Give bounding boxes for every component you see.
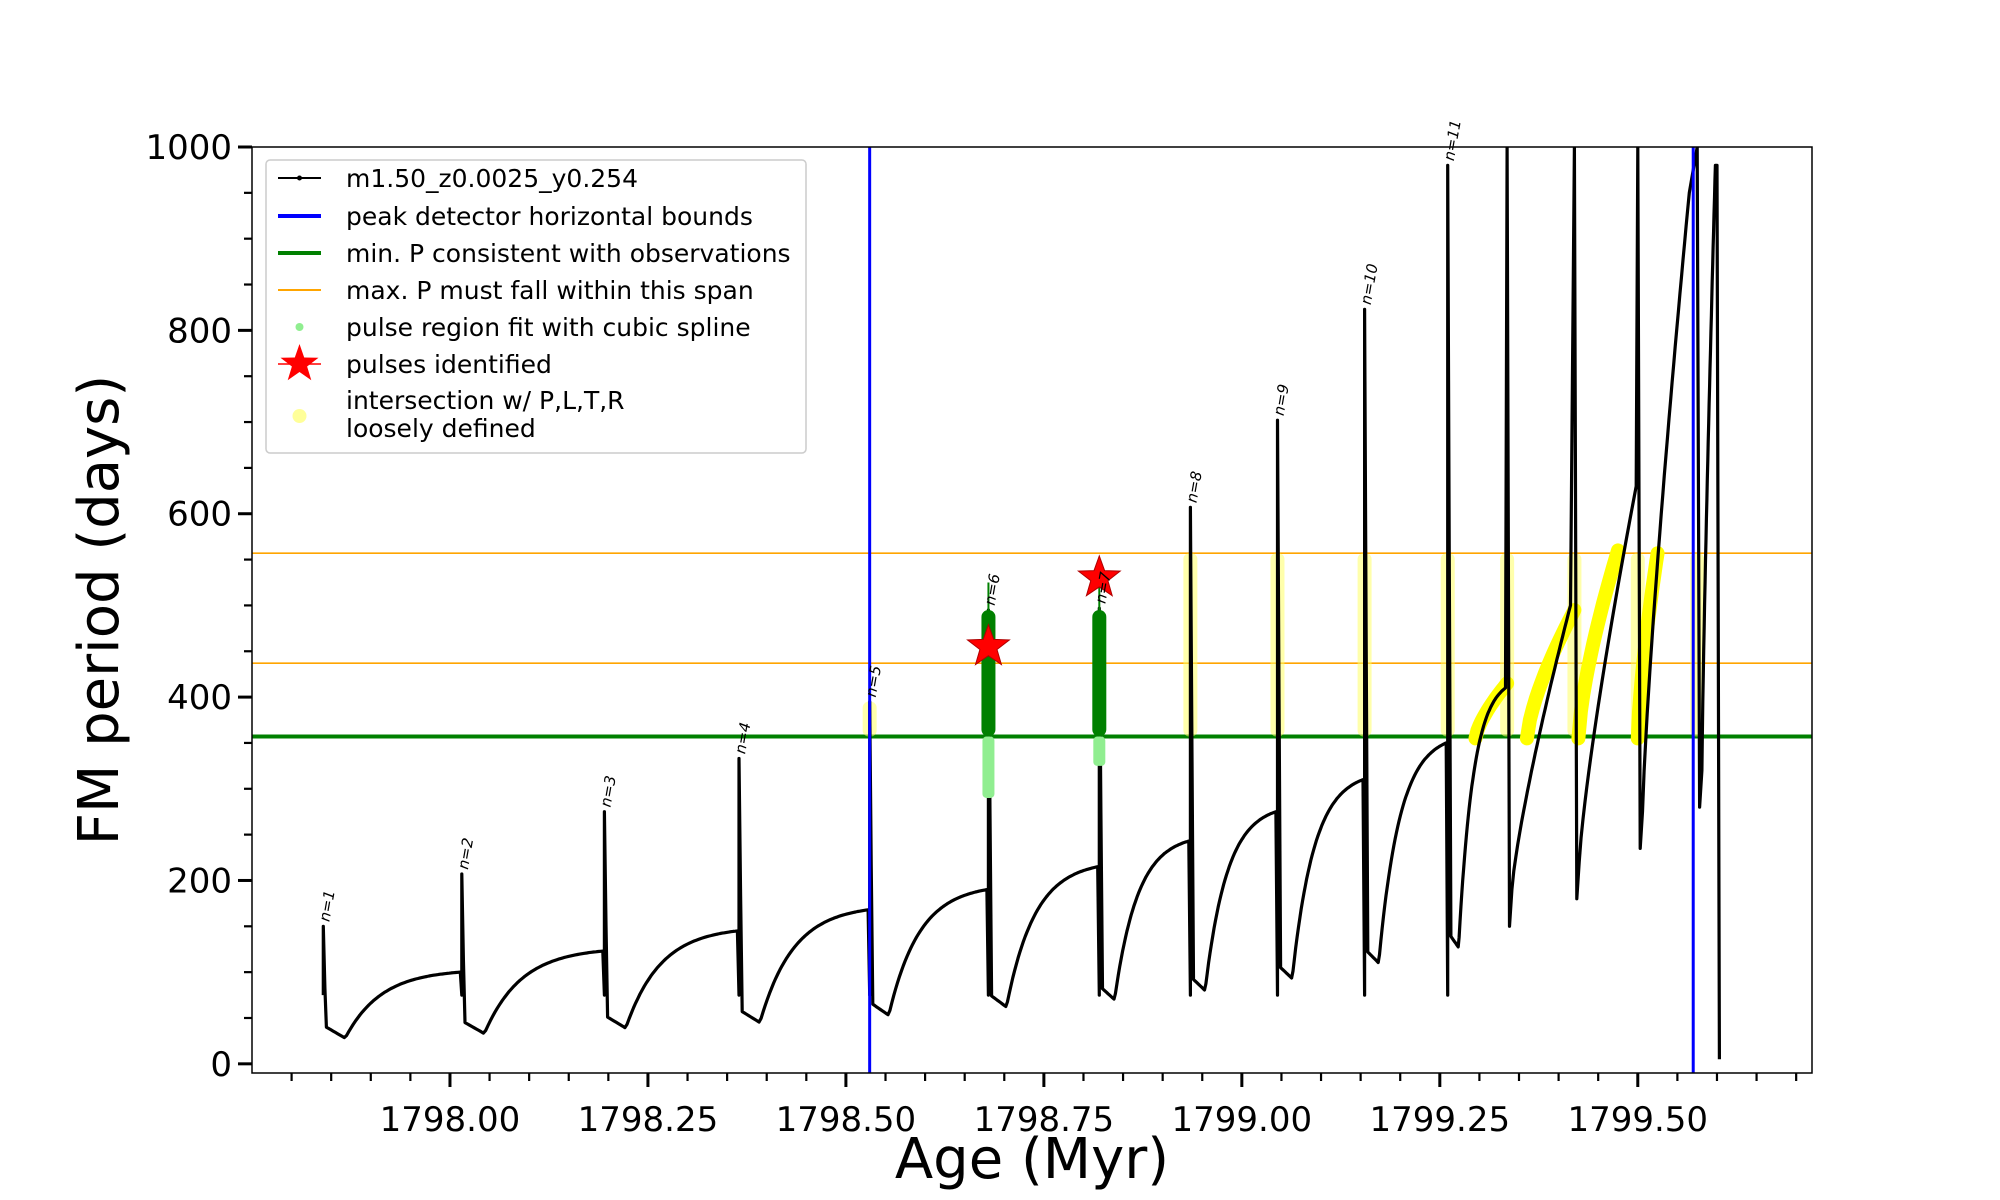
y-tick-label: 600 <box>167 495 232 535</box>
legend-label: peak detector horizontal bounds <box>346 202 753 231</box>
pulse-label: n=7 <box>1092 570 1115 605</box>
y-tick-label: 400 <box>167 678 232 718</box>
spline-regions <box>981 582 1107 798</box>
spline-region-light <box>1093 736 1106 766</box>
legend-label: loosely defined <box>346 414 536 443</box>
x-tick-label: 1798.00 <box>380 1100 521 1140</box>
intersection-arc <box>1519 603 1582 746</box>
legend-swatch <box>292 409 307 423</box>
x-axis-label: Age (Myr) <box>895 1127 1169 1192</box>
legend-box <box>265 159 807 454</box>
pulse-labels: n=1 n=2 n=3 n=4 n=5 n=6 n=7 n=8 n=9 n=10 n=11 <box>315 118 1464 923</box>
y-axis-label: FM period (days) <box>67 375 132 845</box>
peak-detector-bounds <box>868 147 1695 1073</box>
pulse-label: n=11 <box>1440 118 1465 162</box>
y-tick-label: 1000 <box>145 128 232 168</box>
x-tick-label: 1798.50 <box>776 1100 917 1140</box>
x-tick-label: 1799.25 <box>1370 1100 1511 1140</box>
legend-label: pulse region fit with cubic spline <box>346 313 751 342</box>
pulse-label: n=10 <box>1357 262 1382 306</box>
pulse-label: n=8 <box>1183 470 1206 504</box>
plot-frame <box>251 146 1813 1074</box>
identified-pulses <box>966 554 1122 666</box>
x-tick-label: 1799.50 <box>1567 1100 1708 1140</box>
x-tick-label: 1798.25 <box>578 1100 719 1140</box>
intersection-arc <box>1571 543 1625 746</box>
axis-ticks: 1798.00 1798.25 1798.50 1798.75 1799.00 1799.… <box>145 128 1798 1140</box>
y-tick-label: 0 <box>210 1045 232 1085</box>
pulse-star <box>966 623 1011 666</box>
pulse-label: n=5 <box>862 664 885 698</box>
legend-label: m1.50_z0.0025_y0.254 <box>346 164 638 193</box>
plot-area <box>252 147 1812 1073</box>
spline-region-dark <box>1092 610 1107 737</box>
pulse-label: n=9 <box>1270 383 1293 417</box>
pulse-label: n=4 <box>731 721 754 755</box>
spline-region-light <box>982 736 995 798</box>
pulse-label: n=3 <box>597 774 620 808</box>
legend-swatch-dot <box>297 175 302 181</box>
pulse-label: n=6 <box>981 572 1004 606</box>
legend-swatch <box>280 344 319 381</box>
legend-label: min. P consistent with observations <box>346 239 791 268</box>
legend-swatch <box>295 323 304 331</box>
y-tick-label: 200 <box>167 861 232 901</box>
x-tick-label: 1799.00 <box>1172 1100 1313 1140</box>
pulse-star <box>1076 554 1122 597</box>
legend-label: intersection w/ P,L,T,R <box>346 386 625 415</box>
legend-label: pulses identified <box>346 350 552 379</box>
legend-label: max. P must fall within this span <box>346 276 754 305</box>
pulse-label: n=2 <box>454 836 477 870</box>
y-tick-label: 800 <box>167 311 232 351</box>
series-curve <box>321 147 1721 1060</box>
series-line <box>321 147 1721 1060</box>
pulse-label: n=1 <box>315 889 338 923</box>
x-tick-label: 1798.75 <box>974 1100 1115 1140</box>
